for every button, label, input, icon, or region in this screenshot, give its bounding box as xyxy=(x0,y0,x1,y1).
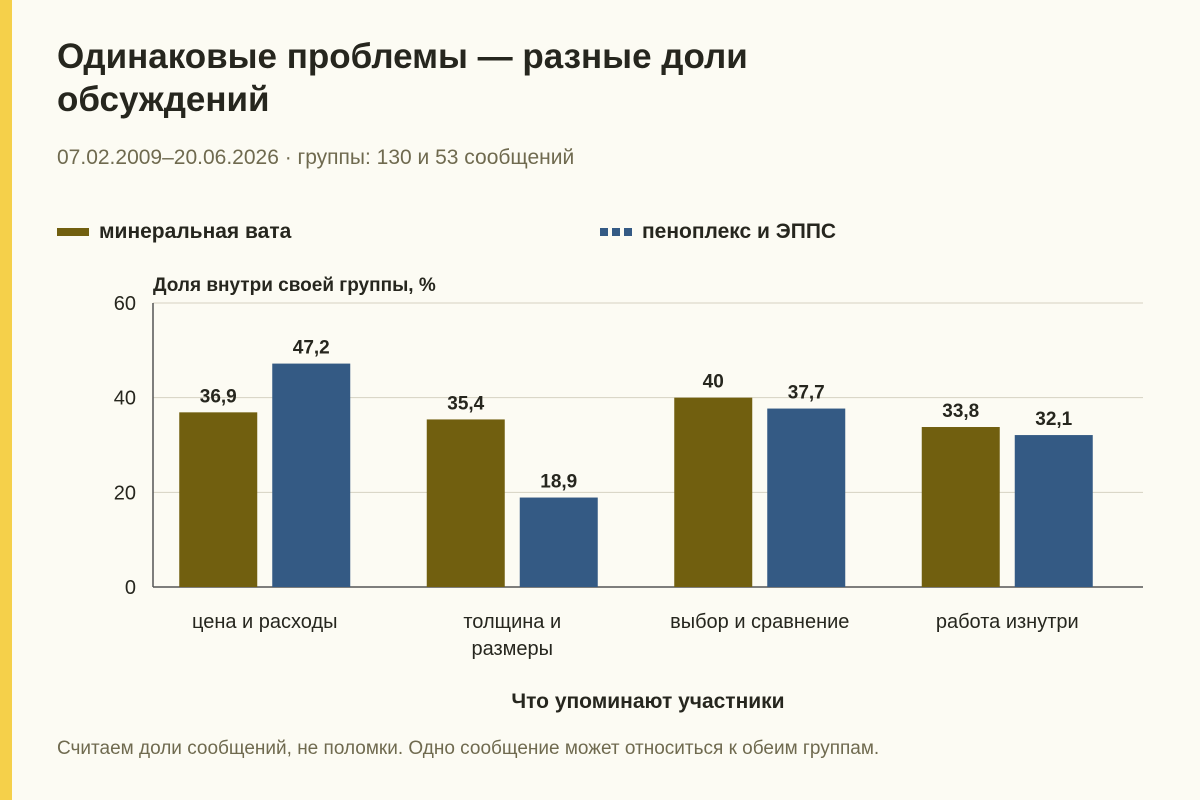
bar-s1-c4 xyxy=(921,427,1000,587)
bar-s1-c2 xyxy=(426,419,505,587)
data-label-s2-c4: 32,1 xyxy=(1035,409,1072,430)
x-tick-label-c1-line1: цена и расходы xyxy=(192,611,338,633)
data-label-s1-c3: 40 xyxy=(703,372,724,393)
y-axis-title: Доля внутри своей группы, % xyxy=(153,275,436,296)
x-tick-label-c2-line1: толщина и xyxy=(463,611,561,633)
bar-s2-c4 xyxy=(1014,435,1093,587)
legend-swatch-penoplex xyxy=(600,228,632,236)
data-label-s2-c1: 47,2 xyxy=(293,338,330,359)
y-tick-label-20: 20 xyxy=(114,482,136,504)
x-tick-label-c4-line1: работа изнутри xyxy=(936,611,1079,633)
bar-s1-c3 xyxy=(674,397,753,587)
bar-s2-c2 xyxy=(519,497,598,587)
accent-bar xyxy=(0,0,12,800)
x-axis-title: Что упоминают участники xyxy=(511,690,784,713)
bar-s2-c1 xyxy=(272,363,351,587)
data-label-s1-c1: 36,9 xyxy=(200,386,237,407)
y-tick-label-60: 60 xyxy=(114,293,136,315)
data-label-s2-c3: 37,7 xyxy=(788,383,825,404)
bar-s2-c3 xyxy=(767,408,846,587)
x-tick-label-c2-line2: размеры xyxy=(471,638,553,660)
legend-label-mineral-wool: минеральная вата xyxy=(99,220,292,243)
chart-subtitle: 07.02.2009–20.06.2026 · группы: 130 и 53… xyxy=(57,146,575,169)
chart-title: Одинаковые проблемы — разные доли обсужд… xyxy=(57,37,748,119)
legend-item-mineral-wool: минеральная вата xyxy=(57,220,291,244)
y-tick-label-40: 40 xyxy=(114,388,136,410)
data-label-s1-c4: 33,8 xyxy=(942,401,979,422)
data-label-s2-c2: 18,9 xyxy=(540,472,577,493)
y-tick-label-0: 0 xyxy=(125,577,136,599)
x-tick-label-c3-line1: выбор и сравнение xyxy=(670,611,849,633)
legend-label-penoplex: пеноплекс и ЭППС xyxy=(642,220,837,243)
footnote: Считаем доли сообщений, не поломки. Одно… xyxy=(57,738,880,759)
legend-swatch-mineral-wool xyxy=(57,228,89,236)
data-label-s1-c2: 35,4 xyxy=(447,393,484,414)
bar-s1-c1 xyxy=(179,412,258,587)
legend-item-penoplex: пеноплекс и ЭППС xyxy=(600,220,836,244)
